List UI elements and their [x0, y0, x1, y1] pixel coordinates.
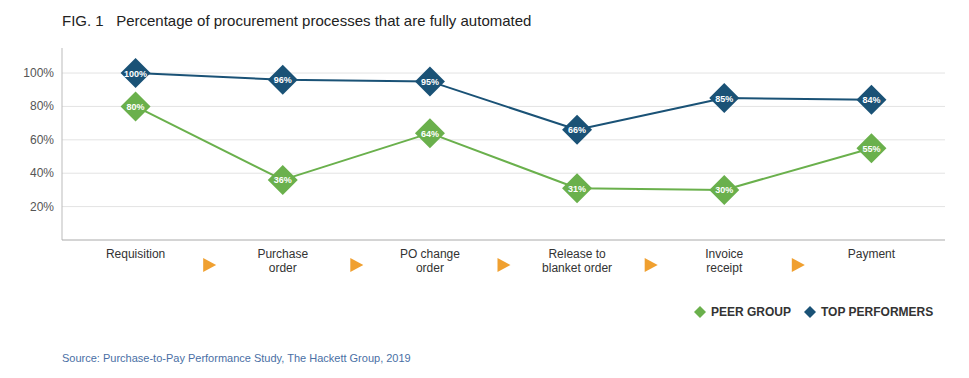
data-labels: 80% 36% 64% 31% 30% 55% 100% 96% 95% 66% 85% 84%	[124, 69, 880, 196]
legend-label: PEER GROUP	[711, 305, 791, 319]
point-marker	[562, 173, 592, 203]
flow-arrow	[203, 258, 216, 272]
flow-arrow	[498, 258, 511, 272]
data-label: 30%	[715, 185, 733, 195]
flow-arrow	[350, 258, 363, 272]
grid-line	[62, 73, 945, 74]
y-tick-label: 20%	[30, 200, 54, 214]
y-tick-label: 80%	[30, 99, 54, 113]
data-label: 36%	[274, 175, 292, 185]
point-marker	[709, 83, 739, 113]
legend-label: TOP PERFORMERS	[821, 305, 933, 319]
y-tick-label: 100%	[23, 66, 54, 80]
point-marker	[415, 118, 445, 148]
y-tick-label: 60%	[30, 133, 54, 147]
data-label: 95%	[421, 77, 439, 87]
title: FIG. 1 Percentage of procurement process…	[62, 12, 531, 29]
data-label: 100%	[124, 69, 147, 79]
point-marker	[268, 65, 298, 95]
point-marker	[121, 91, 151, 121]
legend-symbol	[694, 306, 706, 318]
data-label: 64%	[421, 129, 439, 139]
point-marker	[121, 58, 151, 88]
x-tick-label: Payment	[848, 247, 896, 261]
grid-line	[62, 139, 945, 140]
flow-arrow	[792, 258, 805, 272]
point-marker	[856, 85, 886, 115]
point-marker	[709, 175, 739, 205]
data-label: 80%	[127, 102, 145, 112]
data-label: 96%	[274, 75, 292, 85]
point-marker	[268, 165, 298, 195]
y-axis: 20% 40% 60% 80% 100%	[23, 66, 945, 214]
data-label: 31%	[568, 184, 586, 194]
legend-symbol	[804, 306, 816, 318]
x-tick-label: Requisition	[106, 247, 165, 261]
background	[0, 0, 969, 378]
data-label: 66%	[568, 125, 586, 135]
series-line	[136, 106, 872, 189]
point-marker	[415, 66, 445, 96]
x-axis-line	[62, 240, 945, 241]
annotation: Source: Purchase-to-Pay Performance Stud…	[62, 352, 411, 364]
point-marker	[856, 133, 886, 163]
grid-line	[62, 173, 945, 174]
x-tick-label: Purchaseorder	[257, 247, 308, 275]
data-label: 85%	[715, 94, 733, 104]
x-tick-label: Invoicereceipt	[705, 247, 743, 275]
flow-arrow	[645, 258, 658, 272]
data-label: 84%	[862, 95, 880, 105]
x-tick-label: Release toblanket order	[542, 247, 612, 275]
x-tick-label: PO changeorder	[400, 247, 460, 275]
plot-area	[121, 58, 887, 205]
y-tick-label: 40%	[30, 166, 54, 180]
legend: PEER GROUP TOP PERFORMERS	[694, 305, 933, 319]
point-marker	[562, 115, 592, 145]
grid-line	[62, 206, 945, 207]
data-label: 55%	[862, 144, 880, 154]
y-axis-line	[62, 48, 63, 240]
series-line	[136, 73, 872, 130]
